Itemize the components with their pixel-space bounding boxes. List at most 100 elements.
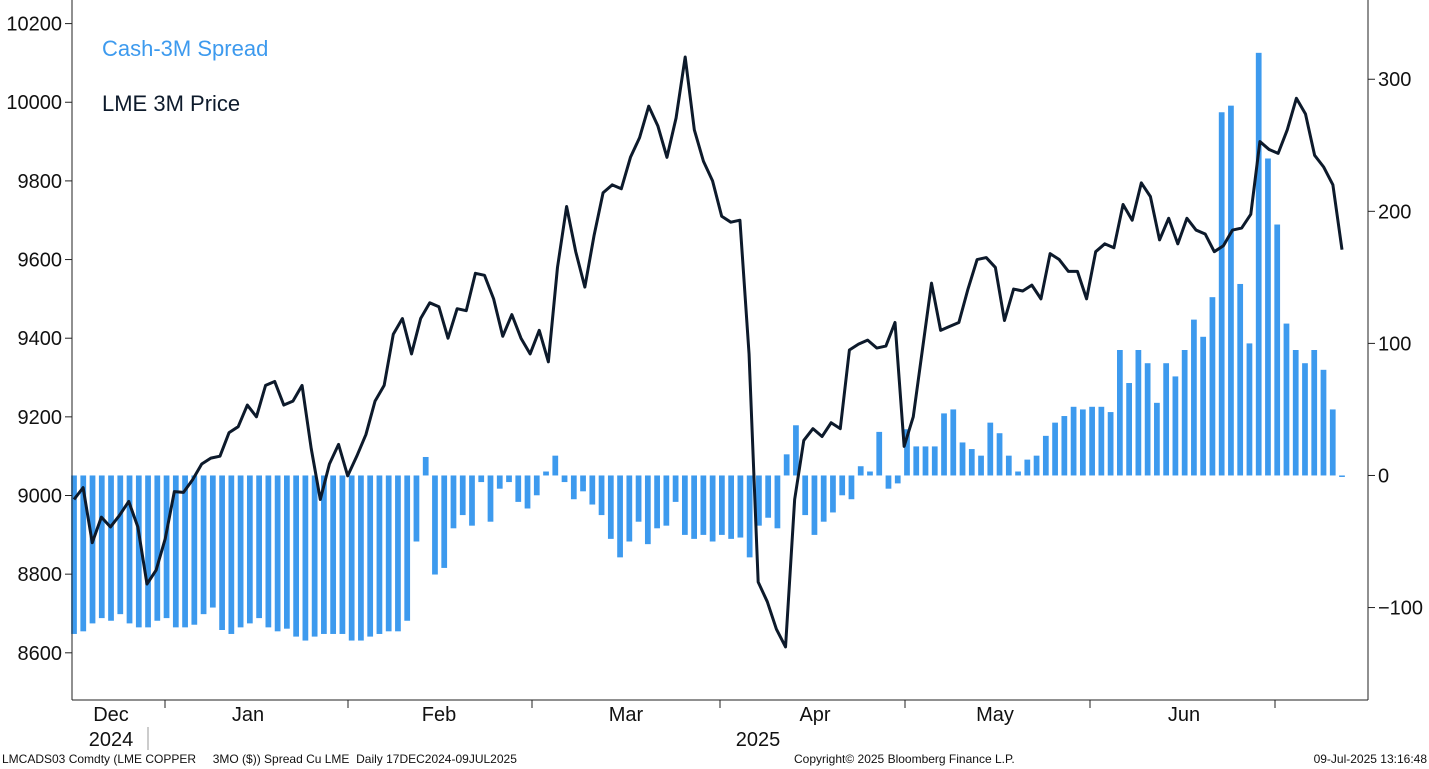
spread-bar xyxy=(719,475,725,535)
price-line xyxy=(72,55,1344,649)
spread-bar xyxy=(228,475,235,634)
left-tick-label: 10000 xyxy=(6,92,62,114)
spread-bar xyxy=(1283,323,1290,476)
spread-bar xyxy=(126,475,133,624)
spread-bar xyxy=(978,455,984,476)
spread-bar xyxy=(1246,343,1253,476)
spread-bar xyxy=(839,475,846,496)
spread-bar xyxy=(1042,435,1049,476)
spread-bar xyxy=(570,475,577,500)
spread-bar xyxy=(330,475,337,634)
spread-bar xyxy=(1191,319,1197,476)
left-tick-label: 10200 xyxy=(6,14,62,36)
legend-entry: LME 3M Price xyxy=(102,91,240,116)
spread-bar xyxy=(191,475,198,625)
spread-bar xyxy=(691,475,697,539)
right-tick-label: 0 xyxy=(1378,465,1389,487)
spread-bar xyxy=(756,475,762,526)
spread-bar xyxy=(219,475,225,630)
spread-bar xyxy=(607,475,614,539)
left-tick-label: 8600 xyxy=(18,643,63,665)
spread-bar xyxy=(793,425,799,476)
spread-bar xyxy=(432,475,438,575)
spread-bar xyxy=(931,446,938,476)
spread-bar xyxy=(404,475,411,621)
right-tick-label: 100 xyxy=(1378,333,1411,355)
right-tick-label: 200 xyxy=(1378,201,1411,223)
spread-bar xyxy=(246,475,253,624)
spread-bar xyxy=(1200,336,1207,476)
month-label: Jun xyxy=(1168,704,1200,726)
right-tick-label: 300 xyxy=(1378,69,1411,91)
spread-bar xyxy=(968,449,975,476)
spread-bar xyxy=(524,475,531,509)
spread-bar xyxy=(1024,459,1031,476)
spread-bar xyxy=(830,475,836,513)
spread-bar xyxy=(1274,224,1281,476)
spread-bar xyxy=(441,475,448,568)
spread-bar xyxy=(783,454,790,476)
spread-bar xyxy=(237,475,244,628)
legend: Cash-3M Spread LME 3M Price xyxy=(102,36,268,116)
spread-bar xyxy=(256,475,262,619)
spread-bar xyxy=(1070,406,1077,476)
spread-bar xyxy=(1181,350,1188,476)
spread-bar xyxy=(1098,406,1105,476)
spread-bar xyxy=(450,475,457,529)
price-series-line xyxy=(72,55,1344,649)
spread-bar xyxy=(1089,406,1095,476)
spread-bar xyxy=(728,475,735,539)
spread-bar xyxy=(663,475,670,526)
left-tick-label: 8800 xyxy=(18,564,63,586)
left-tick-label: 9400 xyxy=(18,328,63,350)
spread-bar xyxy=(1255,52,1262,476)
spread-bar xyxy=(1052,422,1058,476)
spread-bar xyxy=(478,475,485,483)
month-label: Dec xyxy=(93,704,129,726)
month-label: Feb xyxy=(422,704,456,726)
spread-bar xyxy=(163,475,170,619)
year-label: 2025 xyxy=(736,729,781,751)
spread-bar xyxy=(857,466,864,476)
spread-bar xyxy=(1154,402,1160,476)
spread-bar xyxy=(533,475,540,496)
spread-bar xyxy=(654,475,660,529)
spread-bar xyxy=(1015,471,1021,476)
spread-bar xyxy=(108,475,114,621)
spread-bar xyxy=(459,475,466,516)
left-tick-label: 9000 xyxy=(18,486,63,508)
spread-bar xyxy=(774,475,781,529)
spread-bar xyxy=(811,475,818,535)
spread-bar xyxy=(80,475,87,632)
spread-bar xyxy=(209,475,216,608)
spread-bar xyxy=(561,475,568,483)
spread-bar xyxy=(496,475,503,489)
spread-bar xyxy=(98,475,105,619)
spread-bar xyxy=(1061,416,1068,476)
spread-bar xyxy=(987,422,994,476)
month-label: Mar xyxy=(609,704,644,726)
spread-bar xyxy=(117,475,124,615)
spread-bar xyxy=(1237,283,1244,476)
spread-bar xyxy=(274,475,281,632)
month-label: May xyxy=(976,704,1014,726)
spread-bar xyxy=(820,475,827,522)
spread-bar xyxy=(515,475,522,502)
spread-bar xyxy=(1033,455,1040,476)
spread-bar xyxy=(293,475,299,637)
spread-bar xyxy=(765,475,772,518)
spread-bar xyxy=(700,475,707,535)
spread-bar xyxy=(200,475,207,615)
spread-bar xyxy=(1144,363,1151,476)
spread-bar xyxy=(358,475,364,641)
spread-bar xyxy=(894,475,901,484)
spread-bar xyxy=(487,475,494,522)
spread-bar xyxy=(1107,412,1114,476)
spread-bar xyxy=(904,429,910,476)
left-tick-label: 9800 xyxy=(18,171,63,193)
spread-bar xyxy=(580,475,586,492)
spread-bar xyxy=(626,475,633,542)
spread-bar xyxy=(1172,376,1179,476)
month-label: Apr xyxy=(799,704,830,726)
spread-bars xyxy=(71,52,1345,641)
